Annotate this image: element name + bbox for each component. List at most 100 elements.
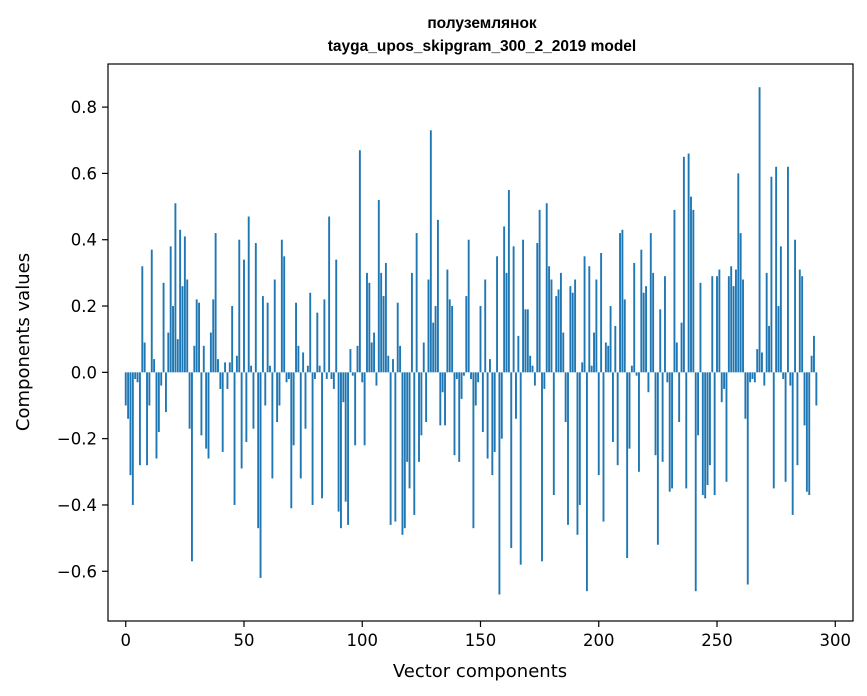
bar xyxy=(425,372,428,423)
bar xyxy=(446,269,449,373)
bar xyxy=(191,372,193,562)
bar xyxy=(493,372,496,452)
bar xyxy=(787,166,789,373)
bar xyxy=(484,279,487,373)
bar xyxy=(529,355,532,373)
bar xyxy=(746,372,749,585)
bar xyxy=(742,279,744,373)
bar xyxy=(500,372,503,439)
bar xyxy=(765,272,768,373)
bar xyxy=(257,372,260,529)
bar xyxy=(571,292,574,373)
bar xyxy=(782,372,785,379)
bar xyxy=(761,352,763,373)
bar xyxy=(299,372,302,479)
bar xyxy=(328,216,331,373)
x-tick-label: 300 xyxy=(820,631,852,650)
bar xyxy=(214,233,217,373)
bar xyxy=(704,372,707,499)
y-axis-ticks: −0.6 −0.4 −0.2 0.0 0.2 0.4 0.6 0.8 xyxy=(57,98,108,581)
bar xyxy=(325,372,328,379)
x-axis-ticks: 0 50 100 150 200 250 300 xyxy=(120,621,851,650)
bar xyxy=(302,352,305,373)
bar xyxy=(567,372,569,525)
bar xyxy=(401,372,404,535)
bar xyxy=(451,306,454,373)
bar xyxy=(777,306,780,373)
bar xyxy=(656,372,659,545)
bar xyxy=(713,372,716,496)
y-tick-label: −0.6 xyxy=(57,562,97,581)
bar xyxy=(380,272,383,373)
bar xyxy=(661,372,664,462)
bar xyxy=(697,372,700,436)
bar xyxy=(436,219,439,373)
bar xyxy=(250,365,253,373)
bar xyxy=(756,349,759,373)
bar xyxy=(557,289,560,373)
bar xyxy=(595,279,598,373)
bar xyxy=(808,372,811,496)
bar xyxy=(581,362,584,373)
bar xyxy=(295,302,297,373)
bar xyxy=(150,249,153,373)
bar xyxy=(805,372,808,492)
bar xyxy=(692,209,695,373)
bar xyxy=(810,355,813,373)
bar xyxy=(507,189,510,373)
bar xyxy=(465,296,468,373)
bar xyxy=(642,292,645,373)
bar xyxy=(545,203,548,373)
bar xyxy=(666,372,669,383)
bar xyxy=(768,325,770,373)
bar xyxy=(316,312,319,373)
bar xyxy=(638,372,640,472)
bar xyxy=(794,239,796,373)
bar xyxy=(278,372,281,406)
bar xyxy=(711,276,714,373)
bar xyxy=(486,372,489,459)
bar xyxy=(675,342,678,373)
bar xyxy=(463,372,465,376)
bar xyxy=(481,372,484,433)
x-tick-label: 150 xyxy=(465,631,497,650)
bar xyxy=(342,372,345,403)
bar xyxy=(335,259,338,373)
bar xyxy=(555,296,558,373)
bar xyxy=(245,372,248,442)
bar xyxy=(285,372,288,383)
bar xyxy=(148,372,151,406)
bar xyxy=(541,372,543,562)
bar xyxy=(590,365,593,373)
y-tick-label: −0.4 xyxy=(57,496,97,515)
bar xyxy=(235,355,238,373)
bar xyxy=(489,359,491,373)
bar xyxy=(269,365,271,373)
bar xyxy=(628,372,631,449)
bar xyxy=(526,309,529,373)
bar xyxy=(578,372,581,505)
bar xyxy=(186,279,189,373)
bar xyxy=(169,246,172,373)
bar xyxy=(626,372,629,559)
bar xyxy=(394,372,397,522)
bar xyxy=(720,372,723,403)
bar xyxy=(548,266,551,373)
bar xyxy=(276,372,279,423)
bar xyxy=(515,372,517,419)
bar xyxy=(165,372,167,413)
bar xyxy=(368,282,371,373)
bar xyxy=(574,279,577,373)
bar xyxy=(429,130,432,373)
bar xyxy=(321,372,323,499)
bar xyxy=(418,372,420,462)
bar xyxy=(138,372,141,466)
bar xyxy=(131,372,134,505)
bar xyxy=(803,372,806,426)
bar xyxy=(146,372,148,466)
bar xyxy=(318,365,321,373)
bar xyxy=(813,335,815,373)
bar xyxy=(157,372,160,433)
bar xyxy=(593,332,595,373)
bar xyxy=(716,276,718,373)
